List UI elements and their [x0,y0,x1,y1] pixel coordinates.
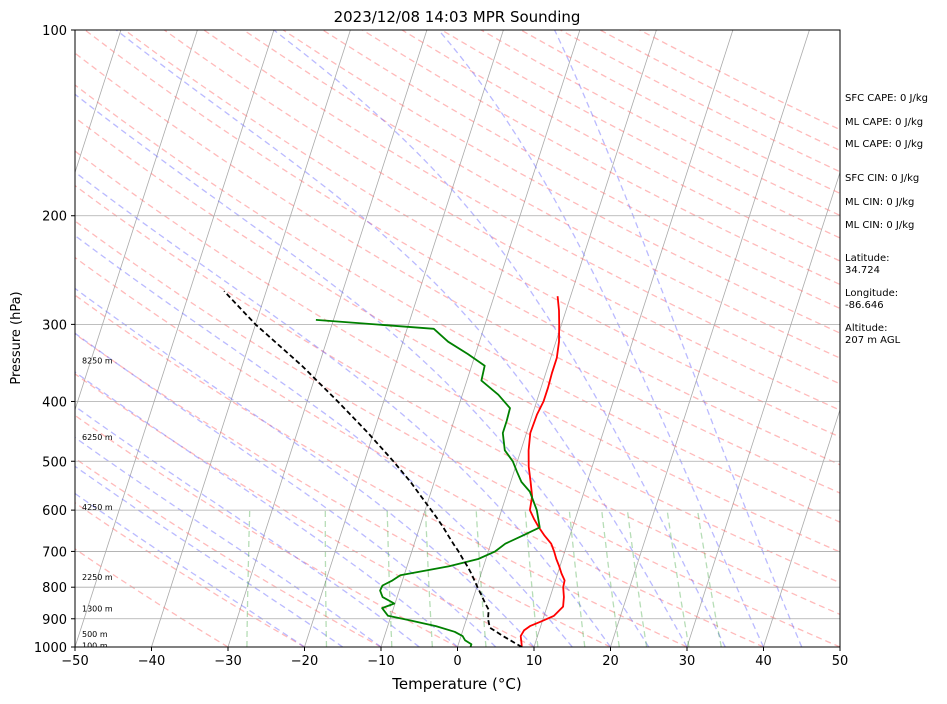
moist-adiabat-line [274,30,726,647]
height-label: 6250 m [82,433,113,442]
y-axis-label: Pressure (hPa) [9,291,24,384]
x-tick-label: −20 [291,654,318,669]
mixing-ratio-line [476,510,486,647]
moist-adiabat-line [0,30,649,647]
height-label: 2250 m [82,573,113,582]
height-label: 500 m [82,630,108,639]
info-item: Altitude: 207 m AGL [845,323,900,347]
height-label: 8250 m [82,356,113,365]
y-tick-label: 100 [42,24,67,39]
dry-adiabat-line [6,30,947,647]
x-tick-label: −30 [214,654,241,669]
chart-title: 2023/12/08 14:03 MPR Sounding [334,8,581,26]
dry-adiabat-line [0,30,228,647]
info-item: Longitude: -86.646 [845,288,898,312]
y-tick-label: 1000 [34,641,67,656]
mixing-ratio-line [627,510,646,647]
moist-adiabat-line [0,43,496,647]
mixing-ratio-line [426,510,433,647]
info-item: ML CAPE: 0 J/kg [845,117,923,129]
y-tick-label: 300 [42,318,67,333]
moist-adiabat-line [555,30,802,647]
dry-adiabat-line [85,30,947,647]
info-item: SFC CAPE: 0 J/kg [845,93,928,105]
info-item: Latitude: 34.724 [845,253,890,277]
x-tick-label: 30 [679,654,696,669]
dewpoint-profile-line [316,320,540,647]
dry-adiabat-line [0,30,534,647]
x-tick-label: −50 [61,654,88,669]
isotherm-line [75,30,274,647]
y-tick-label: 400 [42,395,67,410]
dry-adiabat-line [45,30,947,647]
info-item: ML CIN: 0 J/kg [845,197,914,209]
isotherm-line [152,30,351,647]
x-tick-label: 40 [755,654,772,669]
mixing-ratio-line [247,510,250,647]
isotherm-line [381,30,580,647]
x-tick-label: 50 [832,654,849,669]
x-tick-label: 10 [526,654,543,669]
y-tick-label: 900 [42,613,67,628]
info-item: SFC CIN: 0 J/kg [845,173,919,185]
isotherm-line [228,30,427,647]
dry-adiabat-line [204,30,947,647]
moist-adiabat-line [0,30,611,647]
y-tick-label: 500 [42,455,67,470]
height-label: 100 m [82,641,108,650]
dry-adiabat-line [0,30,687,647]
moist-adiabat-line [116,30,687,647]
y-tick-label: 800 [42,581,67,596]
y-tick-label: 200 [42,210,67,225]
isotherm-line [611,30,810,647]
moist-adiabat-line [0,120,381,647]
moist-adiabat-line [0,30,534,647]
dry-adiabat-line [0,30,610,647]
isotherm-line [305,30,504,647]
plot-frame [75,30,840,647]
y-tick-label: 700 [42,545,67,560]
info-item: ML CAPE: 0 J/kg [845,139,923,151]
x-tick-label: −40 [138,654,165,669]
mixing-ratio-line [667,510,689,647]
y-tick-label: 600 [42,504,67,519]
moist-adiabat-line [0,100,419,647]
x-tick-label: −10 [367,654,394,669]
height-label: 1300 m [82,604,113,613]
x-axis-label: Temperature (°C) [391,675,521,693]
x-tick-label: 0 [453,654,461,669]
x-tick-label: 20 [602,654,619,669]
height-label: 4250 m [82,503,113,512]
info-item: ML CIN: 0 J/kg [845,220,914,232]
